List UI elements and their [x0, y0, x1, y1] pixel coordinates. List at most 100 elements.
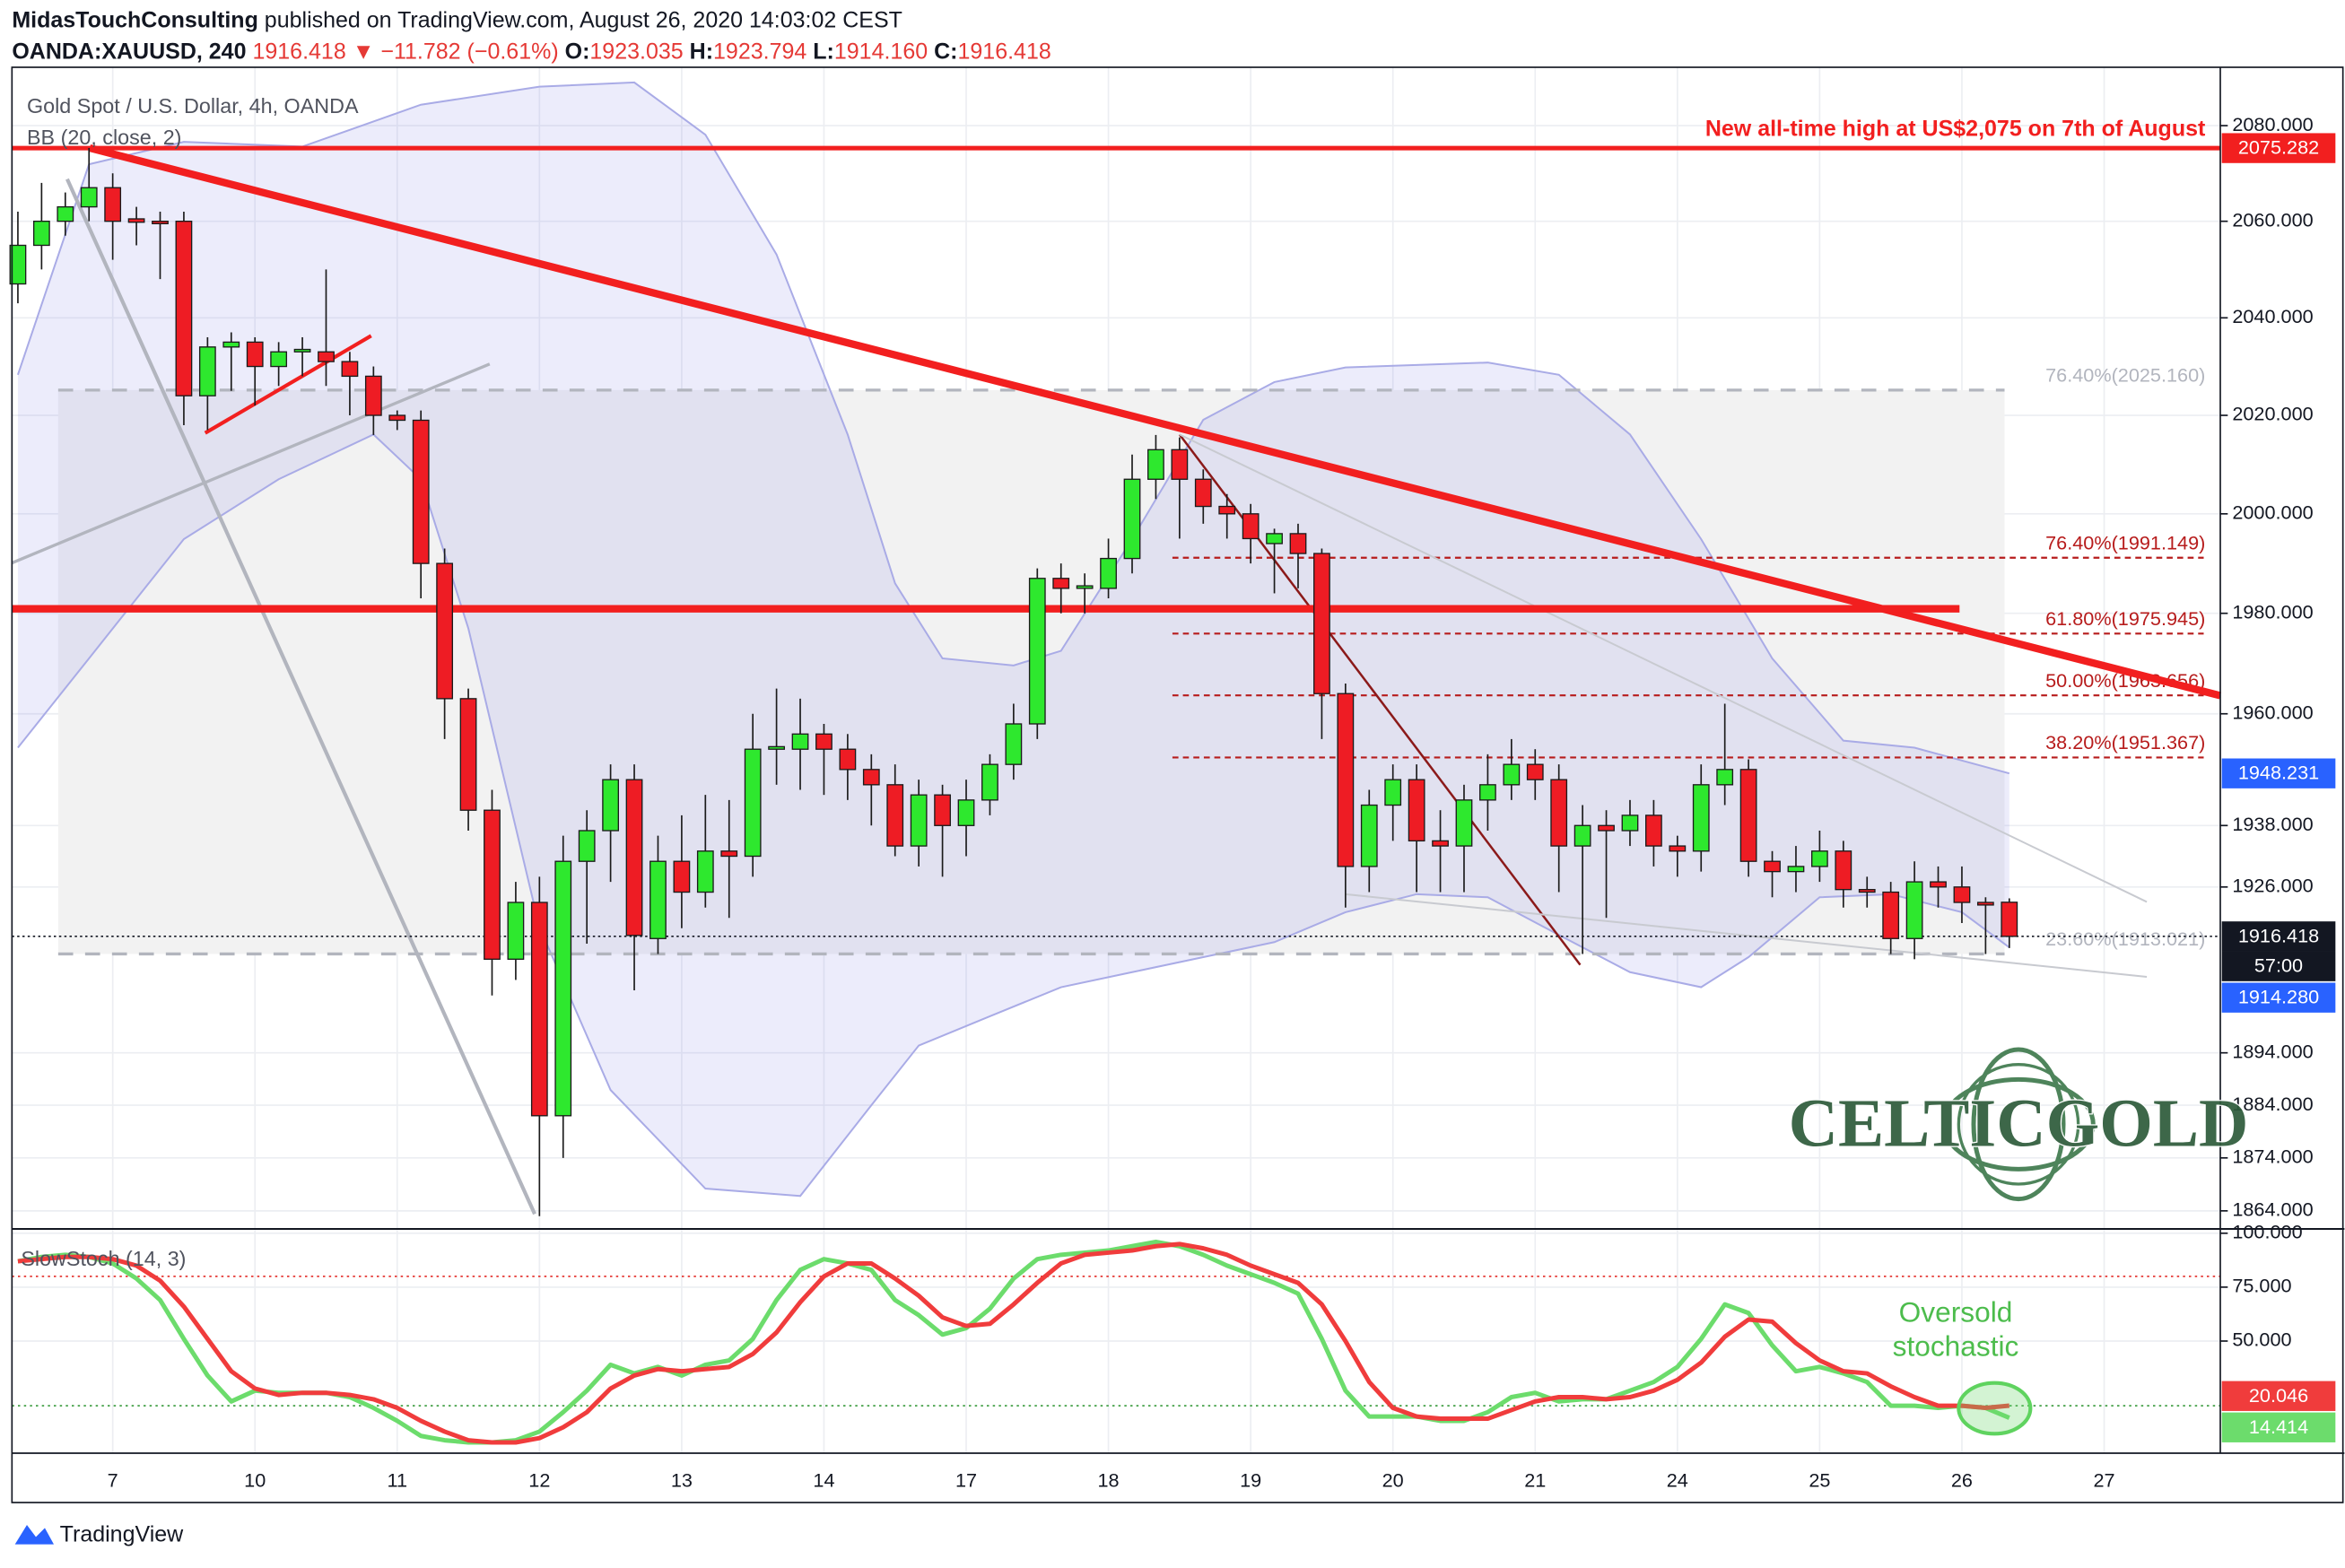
y-tick-label: 2040.000: [2232, 305, 2313, 327]
x-tick-label: 27: [2093, 1468, 2114, 1491]
stoch-tag-label: 20.046: [2249, 1384, 2308, 1407]
price-tag: [2221, 133, 2336, 163]
last-price: 1916.418: [252, 39, 345, 64]
y-tick-label: 1938.000: [2232, 813, 2313, 835]
bb-fill: [17, 82, 2009, 1197]
candle-body: [436, 562, 454, 700]
x-tick-label: 14: [813, 1468, 834, 1491]
candle-body: [270, 351, 288, 368]
candle-body: [9, 244, 27, 285]
x-tick-label: 12: [528, 1468, 550, 1491]
candle-body: [1976, 902, 1994, 906]
candle-body: [530, 902, 548, 1117]
candle-body: [862, 769, 880, 786]
candle-body: [1028, 578, 1046, 725]
candle-body: [1739, 769, 1757, 862]
fib-label: 61.80%(1975.945): [2045, 607, 2205, 630]
candle-body: [459, 698, 477, 811]
candle-body: [1005, 723, 1023, 765]
price-tag: [2221, 982, 2336, 1013]
candle-body: [1432, 840, 1449, 847]
footer-text: TradingView: [60, 1521, 185, 1546]
y-tick-label: 100.000: [2232, 1221, 2302, 1243]
candle-body: [696, 850, 714, 893]
fib-label: 38.20%(1951.367): [2045, 731, 2205, 754]
y-tick-label: 1960.000: [2232, 701, 2313, 723]
footer: TradingView: [14, 1521, 185, 1546]
x-tick-label: 10: [244, 1468, 266, 1491]
footer-logo: [14, 1524, 55, 1545]
candle-body: [152, 220, 169, 225]
x-tick-label: 13: [671, 1468, 693, 1491]
candle-body: [1503, 763, 1521, 786]
ohlc-key: O:: [565, 39, 590, 64]
price-tag-label: 1948.231: [2238, 762, 2319, 784]
candle-body: [1787, 866, 1805, 873]
stoch-annotation: Oversold: [1899, 1295, 2013, 1328]
candle-body: [1313, 553, 1330, 694]
candle-body: [1455, 799, 1473, 847]
candle-body: [1905, 881, 1923, 939]
countdown-tag: [2221, 951, 2336, 981]
candle-body: [222, 341, 240, 348]
logo-knot: [1957, 1062, 2080, 1186]
ohlc-key: C:: [934, 39, 957, 64]
candle-body: [293, 348, 311, 353]
trendline: [204, 334, 372, 435]
candle-body: [246, 341, 264, 368]
candle-body: [1171, 449, 1189, 480]
x-tick-label: 17: [955, 1468, 977, 1491]
candle-body: [80, 187, 98, 208]
price-tag-label: 1916.418: [2238, 924, 2319, 946]
candle-body: [1123, 478, 1141, 560]
candle-body: [1052, 578, 1070, 589]
y-tick-label: 2020.000: [2232, 403, 2313, 425]
candle-body: [1147, 449, 1164, 480]
change: ▼ −11.782 (−0.61%): [353, 39, 559, 64]
trendline: [1179, 433, 2148, 903]
watermark-logo: CELTICGOLD: [1787, 1047, 2250, 1202]
candle-body: [1835, 850, 1852, 891]
candle-body: [934, 794, 951, 826]
candle-body: [341, 361, 359, 378]
candle-body: [815, 733, 833, 750]
chart-frame: [11, 66, 2344, 1503]
fib-label: 76.40%(1991.149): [2045, 531, 2205, 553]
fib-label: 23.60%(1913.021): [2045, 928, 2205, 950]
legend-bb: BB (20, close, 2): [27, 126, 181, 149]
candle-body: [839, 748, 857, 771]
price-tag: [2221, 921, 2336, 952]
candle-body: [175, 220, 193, 396]
y-tick-label: 2000.000: [2232, 501, 2313, 524]
candle-body: [602, 779, 620, 832]
candle-body: [1858, 889, 1876, 893]
legend-stoch: SlowStoch (14, 3): [21, 1247, 186, 1270]
candle-body: [554, 860, 572, 1117]
x-tick-label: 20: [1382, 1468, 1404, 1491]
trendline: [88, 144, 2222, 700]
x-tick-label: 26: [1951, 1468, 1973, 1491]
x-tick-label: 19: [1240, 1468, 1261, 1491]
candle-body: [104, 187, 122, 222]
fib-label: 76.40%(2025.160): [2045, 364, 2205, 387]
candle-body: [127, 218, 145, 223]
candle-body: [1621, 814, 1639, 832]
candle-body: [1076, 585, 1094, 589]
candle-body: [673, 860, 691, 893]
y-tick-label: 1926.000: [2232, 875, 2313, 897]
candle-body: [364, 375, 382, 416]
candle-body: [484, 809, 501, 960]
candle-body: [981, 763, 998, 801]
price-tag: [2221, 758, 2336, 788]
candle-body: [1550, 779, 1568, 847]
y-tick-label: 2080.000: [2232, 113, 2313, 135]
bb-lower: [17, 433, 2010, 1198]
stoch-tag: [2221, 1381, 2336, 1411]
legend-title: Gold Spot / U.S. Dollar, 4h, OANDA: [27, 94, 359, 118]
logo-knot: [1971, 1047, 2066, 1202]
trendline: [65, 178, 536, 1215]
x-tick-label: 18: [1098, 1468, 1120, 1491]
watermark-text: CELTICGOLD: [1789, 1085, 2249, 1162]
candle-body: [910, 794, 928, 847]
